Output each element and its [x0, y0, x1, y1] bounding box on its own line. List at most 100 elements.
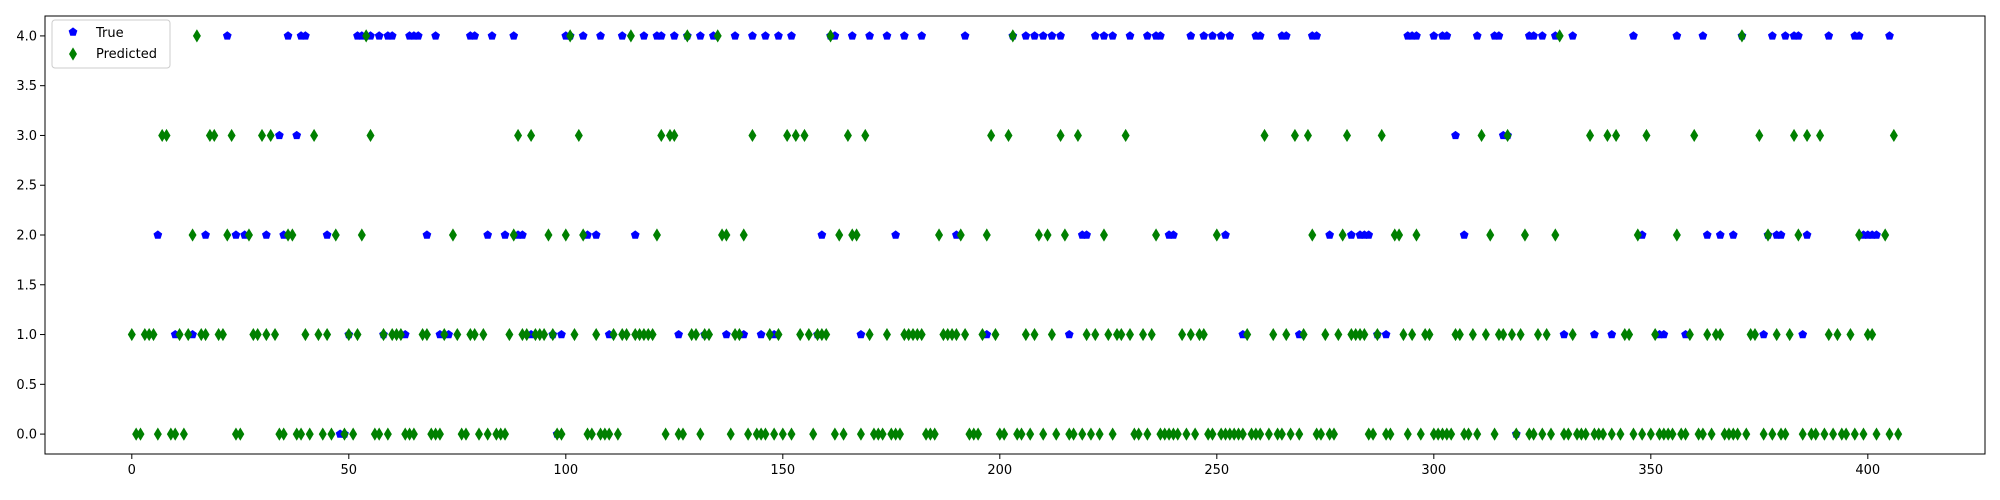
predicted-point — [913, 327, 922, 342]
predicted-point — [431, 427, 440, 441]
predicted-point — [674, 427, 683, 441]
predicted-point — [279, 427, 288, 441]
predicted-point — [1004, 128, 1013, 143]
predicted-point — [1429, 427, 1438, 441]
predicted-point — [1790, 128, 1799, 143]
predicted-point — [288, 228, 297, 242]
true-point — [1381, 329, 1391, 339]
predicted-point — [1816, 128, 1825, 143]
predicted-point — [1768, 427, 1777, 441]
true-point — [1221, 230, 1230, 239]
predicted-point — [1507, 327, 1516, 342]
predicted-point — [1399, 327, 1408, 342]
predicted-point — [1533, 327, 1542, 342]
predicted-point — [1612, 128, 1621, 143]
predicted-point — [501, 427, 510, 441]
predicted-point — [770, 427, 779, 441]
predicted-point — [1573, 427, 1582, 441]
predicted-point — [1134, 427, 1143, 441]
predicted-point — [739, 228, 748, 242]
predicted-point — [1126, 327, 1135, 342]
predicted-point — [1030, 327, 1039, 342]
predicted-point — [1390, 228, 1399, 242]
true-point — [1798, 329, 1808, 339]
x-tick-label: 200 — [987, 463, 1012, 478]
true-point — [1143, 31, 1152, 40]
predicted-point — [683, 29, 692, 43]
predicted-point — [1442, 427, 1451, 441]
predicted-point — [1286, 427, 1295, 441]
predicted-point — [1408, 327, 1417, 342]
predicted-point — [1312, 427, 1321, 441]
predicted-point — [939, 327, 948, 342]
predicted-point — [1737, 29, 1746, 43]
predicted-point — [1147, 327, 1156, 342]
true-point — [1672, 31, 1682, 40]
predicted-point — [791, 128, 800, 143]
x-tick-label: 250 — [1204, 463, 1229, 478]
true-point — [899, 31, 909, 40]
predicted-point — [418, 327, 427, 342]
predicted-point — [149, 327, 158, 342]
predicted-point — [227, 128, 236, 143]
true-point — [1780, 31, 1790, 40]
predicted-point — [895, 427, 904, 441]
true-point — [374, 31, 384, 40]
legend-predicted-label: Predicted — [96, 47, 157, 62]
predicted-point — [570, 327, 579, 342]
y-axis: 0.0 0.5 1.0 1.5 2.0 2.5 3.0 3.5 4.0 — [16, 29, 45, 443]
predicted-point — [1412, 228, 1421, 242]
predicted-point — [1230, 427, 1239, 441]
y-tick-label: 1.5 — [16, 278, 37, 293]
predicted-point — [926, 427, 935, 441]
predicted-point — [188, 228, 197, 242]
true-point — [669, 31, 679, 40]
true-point — [578, 31, 588, 40]
predicted-point — [1473, 427, 1482, 441]
true-point — [1872, 230, 1881, 239]
predicted-point — [1421, 327, 1430, 342]
predicted-point — [1356, 327, 1365, 342]
true-point — [422, 230, 432, 239]
predicted-point — [140, 327, 149, 342]
predicted-point — [249, 327, 258, 342]
predicted-point — [935, 228, 944, 242]
predicted-point — [974, 427, 983, 441]
predicted-point — [383, 427, 392, 441]
predicted-point — [1373, 327, 1382, 342]
predicted-point — [665, 128, 674, 143]
true-point — [1047, 31, 1057, 40]
predicted-point — [1829, 427, 1838, 441]
predicted-point — [1364, 427, 1373, 441]
predicted-point — [1538, 427, 1547, 441]
x-tick-label: 400 — [1855, 463, 1880, 478]
predicted-point — [1099, 228, 1108, 242]
predicted-point — [1698, 427, 1707, 441]
predicted-point — [1160, 427, 1169, 441]
predicted-point — [718, 228, 727, 242]
true-point — [322, 230, 332, 239]
predicted-point — [323, 327, 332, 342]
y-tick-label: 2.5 — [16, 179, 37, 194]
predicted-point — [1464, 427, 1473, 441]
true-point — [231, 230, 241, 239]
predicted-point — [492, 427, 501, 441]
predicted-point — [1060, 228, 1069, 242]
true-point — [1090, 31, 1100, 40]
predicted-point — [1633, 228, 1642, 242]
predicted-point — [379, 327, 388, 342]
predicted-point — [1034, 228, 1043, 242]
predicted-point — [1212, 228, 1221, 242]
predicted-point — [952, 327, 961, 342]
predicted-point — [1729, 427, 1738, 441]
predicted-point — [1894, 427, 1903, 441]
predicted-point — [1269, 327, 1278, 342]
predicted-point — [982, 228, 991, 242]
predicted-point — [1516, 327, 1525, 342]
predicted-point — [362, 29, 371, 43]
true-point — [1442, 31, 1452, 40]
predicted-point — [388, 327, 397, 342]
predicted-point — [218, 327, 227, 342]
predicted-point — [210, 128, 219, 143]
